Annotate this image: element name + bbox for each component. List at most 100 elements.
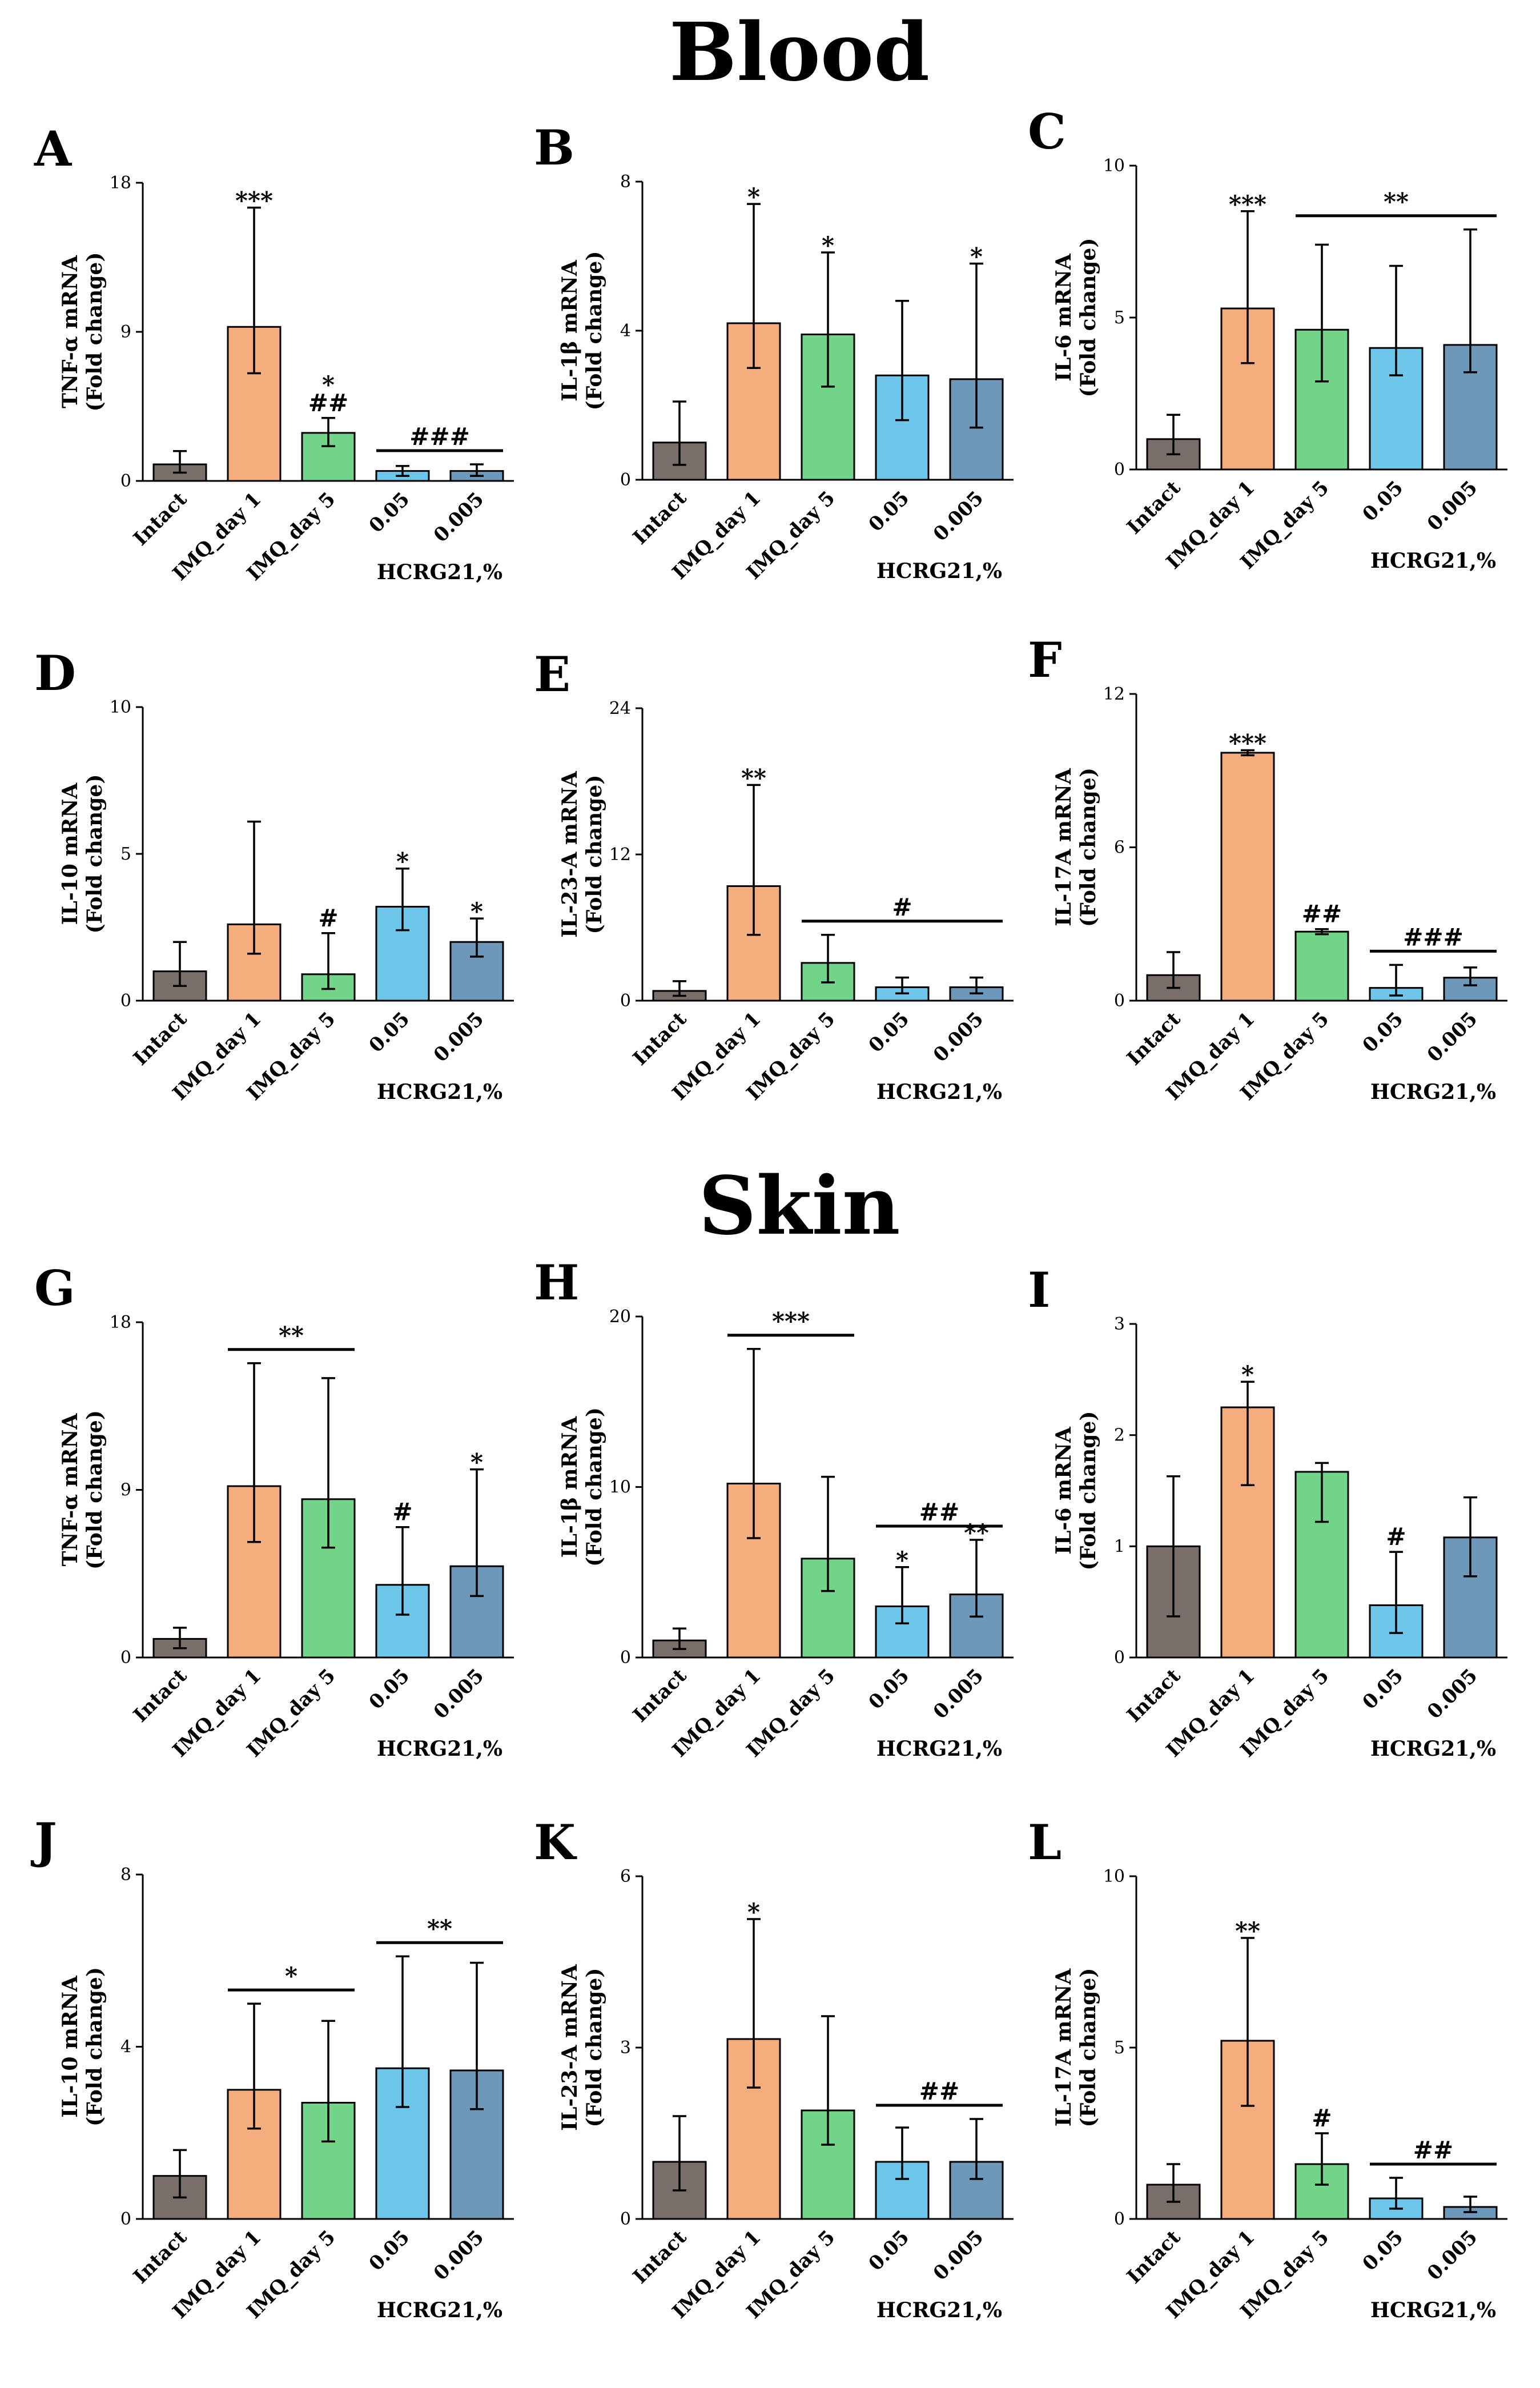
bar-1 — [1220, 307, 1275, 471]
y-tick-label: 9 — [120, 1480, 131, 1500]
x-tick-label: Intact — [1123, 2226, 1185, 2289]
panel-letter: I — [1028, 1262, 1050, 1318]
x-tick-label: 0.005 — [929, 1008, 988, 1067]
group-label: HCRG21,% — [377, 2298, 502, 2322]
significance-marker: *** — [1229, 190, 1266, 218]
significance-marker: * — [747, 183, 760, 211]
bracket-label: ** — [1384, 188, 1409, 216]
x-tick-label: 0.05 — [365, 488, 415, 537]
x-tick-label: 0.005 — [429, 488, 489, 547]
x-tick-label: 0.005 — [1423, 1008, 1482, 1067]
group-label: HCRG21,% — [377, 1737, 502, 1761]
x-tick-label: Intact — [129, 2226, 192, 2289]
chart-panel-e: EIL-23-A mRNA (Fold change)01224Intact**I… — [534, 646, 1014, 1105]
y-tick-label: 0 — [620, 991, 631, 1011]
y-tick-label: 18 — [110, 1313, 131, 1333]
group-label: HCRG21,% — [876, 2298, 1002, 2322]
panel-letter: D — [34, 645, 76, 701]
bracket-label: ** — [427, 1915, 452, 1942]
y-tick-label: 10 — [609, 1478, 631, 1498]
group-label: HCRG21,% — [876, 1080, 1002, 1104]
panel-letter: H — [534, 1254, 579, 1311]
significance-marker: * — [396, 848, 409, 876]
group-label: HCRG21,% — [1370, 1080, 1496, 1104]
panel-letter: J — [30, 1812, 57, 1869]
y-tick-label: 0 — [1114, 460, 1125, 480]
bar-2 — [1294, 930, 1349, 1002]
x-tick-label: Intact — [129, 488, 192, 551]
y-tick-label: 9 — [120, 322, 131, 342]
x-tick-label: 0.005 — [429, 2226, 489, 2285]
x-tick-label: 0.005 — [1423, 1664, 1482, 1724]
y-axis-label-unit: (Fold change) — [582, 251, 606, 411]
y-axis-label: TNF-α mRNA — [58, 1413, 82, 1567]
significance-marker: * — [896, 1546, 908, 1574]
panel-letter: K — [534, 1814, 577, 1871]
significance-marker: *** — [235, 187, 273, 215]
chart-panel-d: DIL-10 mRNA (Fold change)0510IntactIMQ_da… — [34, 645, 514, 1105]
bracket-label: ### — [1403, 923, 1463, 951]
panel-letter: F — [1028, 632, 1062, 688]
panel-letter: C — [1028, 103, 1066, 160]
group-label: HCRG21,% — [377, 560, 502, 584]
y-axis-label: IL-6 mRNA — [1052, 1426, 1076, 1555]
x-tick-label: 0.05 — [1358, 476, 1408, 526]
y-axis-label-unit: (Fold change) — [582, 775, 606, 934]
x-tick-label: Intact — [629, 1664, 691, 1727]
group-label: HCRG21,% — [876, 559, 1002, 583]
chart-panel-h: HIL-1β mRNA (Fold change)01020IntactIMQ_d… — [534, 1254, 1014, 1762]
y-axis-label: IL-23-A mRNA — [558, 1964, 582, 2131]
y-tick-label: 0 — [1114, 991, 1125, 1011]
hash-marker: # — [1312, 2104, 1332, 2132]
bracket-label: ## — [1413, 2136, 1453, 2164]
x-tick-label: 0.05 — [865, 1664, 914, 1714]
y-tick-label: 10 — [110, 697, 131, 717]
y-tick-label: 0 — [620, 1648, 631, 1668]
y-axis-label: IL-10 mRNA — [58, 1975, 82, 2118]
x-tick-label: Intact — [629, 1008, 691, 1070]
y-tick-label: 8 — [120, 1865, 131, 1885]
panel-letter: G — [34, 1260, 75, 1317]
x-tick-label: 0.005 — [929, 1664, 988, 1724]
group-label: HCRG21,% — [876, 1737, 1002, 1761]
y-tick-label: 12 — [1103, 684, 1125, 704]
x-tick-label: 0.005 — [1423, 476, 1482, 536]
chart-panel-b: BIL-1β mRNA (Fold change)048Intact*IMQ_da… — [534, 119, 1014, 584]
bracket-label: # — [892, 893, 912, 921]
x-tick-label: Intact — [629, 487, 691, 549]
chart-panel-f: FIL-17A mRNA (Fold change)0612Intact***IM… — [1028, 632, 1507, 1105]
panel-letter: B — [534, 119, 574, 176]
y-axis-label-unit: (Fold change) — [83, 1410, 107, 1570]
significance-marker: * — [471, 897, 483, 925]
x-tick-label: 0.05 — [1358, 1664, 1408, 1714]
y-axis-label-unit: (Fold change) — [83, 252, 107, 412]
bracket-label: * — [285, 1962, 297, 1990]
group-label: HCRG21,% — [1370, 549, 1496, 573]
hash-marker: # — [1386, 1523, 1406, 1551]
y-tick-label: 6 — [1114, 838, 1125, 858]
x-tick-label: 0.05 — [365, 2226, 415, 2275]
y-tick-label: 5 — [120, 844, 131, 864]
significance-marker: ** — [741, 764, 766, 792]
hash-marker: # — [318, 904, 338, 932]
x-tick-label: Intact — [129, 1008, 192, 1070]
section-title-blood: Blood — [669, 6, 930, 99]
y-tick-label: 20 — [609, 1307, 631, 1327]
chart-panel-j: JIL-10 mRNA (Fold change)048IntactIMQ_day… — [30, 1812, 514, 2323]
x-tick-label: 0.005 — [429, 1664, 489, 1724]
y-tick-label: 0 — [120, 471, 131, 491]
chart-panel-k: KIL-23-A mRNA (Fold change)036Intact*IMQ_… — [534, 1814, 1014, 2323]
chart-panel-l: LIL-17A mRNA (Fold change)0510Intact**IMQ… — [1028, 1814, 1507, 2323]
x-tick-label: Intact — [1123, 1008, 1185, 1070]
y-tick-label: 12 — [609, 845, 631, 865]
significance-marker: * — [1241, 1360, 1254, 1388]
y-tick-label: 0 — [620, 2209, 631, 2229]
section-title-skin: Skin — [698, 1159, 900, 1253]
y-tick-label: 24 — [609, 699, 631, 719]
significance-marker: * — [471, 1448, 483, 1476]
y-tick-label: 0 — [620, 470, 631, 490]
y-tick-label: 0 — [120, 2209, 131, 2229]
panel-letter: E — [534, 646, 570, 703]
y-tick-label: 4 — [120, 2037, 131, 2057]
